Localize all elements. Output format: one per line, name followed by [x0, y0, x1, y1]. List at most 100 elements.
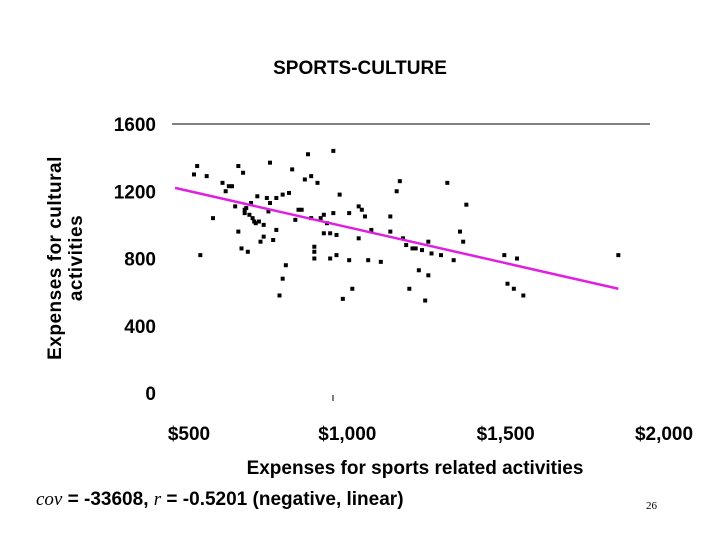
data-point [397, 179, 402, 184]
data-point [337, 192, 342, 197]
data-point [296, 207, 301, 212]
data-point [306, 152, 310, 157]
data-point [369, 227, 374, 232]
data-point [309, 174, 314, 179]
data-point [426, 273, 431, 278]
r-value: = -0.5201 (negative, linear) [161, 489, 404, 510]
data-point [394, 189, 399, 194]
data-point [378, 259, 383, 264]
data-point [233, 204, 238, 209]
data-point [407, 286, 412, 291]
x-tick-label: $1,000 [318, 424, 376, 445]
data-point [331, 148, 336, 153]
data-points [192, 148, 621, 303]
data-point [226, 184, 231, 189]
data-point [211, 216, 215, 221]
data-point [266, 209, 271, 214]
data-point [312, 249, 317, 254]
data-point [283, 263, 288, 268]
data-point [245, 249, 250, 254]
data-point [261, 234, 266, 239]
data-point [423, 298, 428, 303]
data-point [256, 219, 261, 224]
r-symbol: r [153, 489, 162, 510]
data-point [458, 229, 462, 234]
data-point [404, 243, 409, 248]
data-point [321, 212, 326, 217]
data-point [255, 194, 260, 199]
y-tick-label: 1600 [114, 115, 156, 136]
data-point [239, 246, 244, 251]
data-point [280, 276, 285, 281]
data-point [290, 167, 295, 172]
data-point [198, 253, 203, 258]
data-point [280, 192, 285, 197]
data-point [264, 195, 269, 200]
data-point [241, 170, 246, 175]
data-point [236, 164, 241, 169]
data-point [420, 248, 424, 253]
data-point [331, 211, 336, 216]
data-point [388, 229, 393, 234]
data-point [261, 222, 266, 227]
data-point [287, 190, 291, 195]
data-point [340, 296, 345, 301]
data-point [268, 201, 272, 206]
data-point [223, 189, 228, 194]
data-point [268, 160, 272, 165]
caption: cov = -33608, r = -0.5201 (negative, lin… [36, 489, 404, 511]
data-point [274, 227, 279, 232]
data-point [356, 236, 361, 241]
data-point [347, 258, 352, 263]
data-point [429, 251, 434, 256]
data-point [318, 216, 323, 221]
data-point [293, 217, 298, 222]
slide-number: 26 [646, 500, 657, 512]
x-tick-labels: $500 $1,000 $1,500 $2,000 [168, 424, 693, 445]
data-point [242, 211, 247, 216]
data-point [302, 177, 307, 182]
data-point [299, 207, 304, 212]
y-tick-label: 1200 [114, 182, 156, 203]
data-point [410, 246, 415, 251]
data-point [356, 204, 361, 209]
cov-value: = -33608, [62, 489, 154, 510]
data-point [515, 256, 519, 261]
data-point [388, 214, 393, 219]
data-point [461, 239, 466, 244]
data-point [363, 214, 367, 219]
data-point [521, 293, 526, 298]
data-point [426, 239, 431, 244]
data-point [277, 293, 282, 298]
y-tick-label: 800 [124, 250, 156, 271]
data-point [511, 286, 516, 291]
data-point [451, 258, 456, 263]
data-point [249, 201, 253, 206]
trendline [174, 186, 619, 290]
chart-title: SPORTS-CULTURE [273, 58, 447, 79]
data-point [195, 164, 200, 169]
x-tick-label: $1,500 [477, 424, 535, 445]
data-point [312, 244, 317, 249]
data-point [445, 180, 450, 185]
data-point [464, 202, 469, 207]
data-point [312, 256, 317, 261]
data-point [321, 231, 326, 236]
data-point [413, 246, 418, 251]
data-point [505, 281, 510, 286]
y-tick-label: 400 [124, 317, 156, 338]
data-point [250, 216, 255, 221]
data-point [350, 286, 355, 291]
y-tick-label: 0 [145, 384, 156, 405]
data-point [244, 206, 249, 211]
y-tick-labels: 0 400 800 1200 1600 [114, 115, 156, 405]
data-point [401, 236, 405, 241]
data-point [334, 253, 339, 258]
data-point [192, 172, 196, 177]
data-point [328, 256, 333, 261]
data-point [328, 231, 333, 236]
data-point [334, 232, 339, 237]
data-point [502, 253, 507, 258]
